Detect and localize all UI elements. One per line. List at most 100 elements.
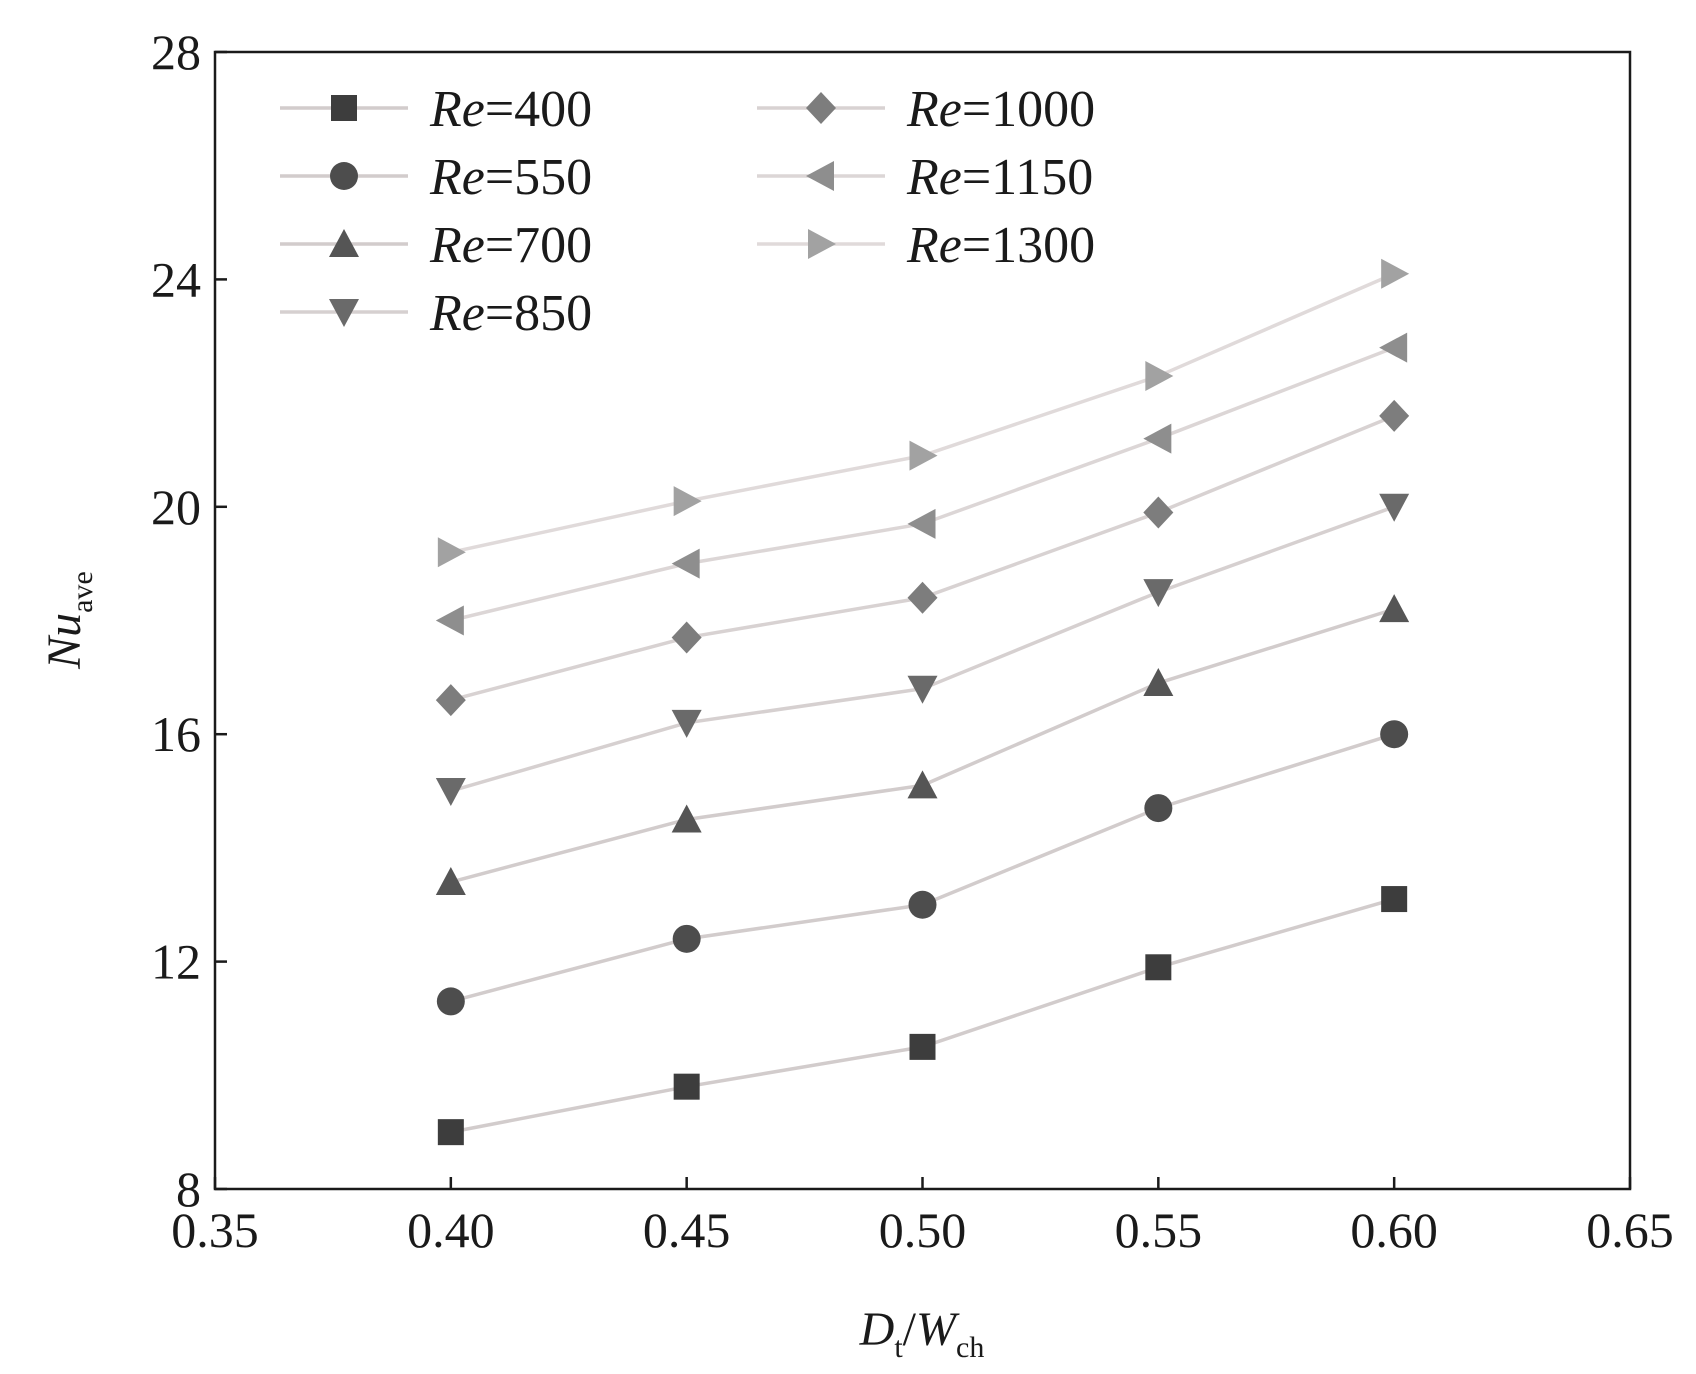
legend-item: Re=1150 <box>757 149 1093 206</box>
data-point <box>1143 496 1174 529</box>
y-axis: 8 12 16 20 24 28 <box>151 24 227 1217</box>
x-tick-label: 0.45 <box>643 1202 731 1258</box>
data-point <box>908 890 937 919</box>
series-Re=700 <box>435 594 1410 896</box>
y-tick-label: 24 <box>151 251 201 307</box>
y-axis-label: Nuave <box>38 571 99 670</box>
data-point <box>671 709 702 738</box>
x-axis: 0.35 0.40 0.45 0.50 0.55 0.60 0.65 <box>171 1177 1674 1258</box>
data-point <box>671 548 700 579</box>
legend-label: Re=850 <box>429 285 592 342</box>
data-point <box>1379 399 1410 432</box>
legend-marker <box>330 162 358 190</box>
legend-label: Re=1300 <box>906 217 1095 274</box>
legend-label: Re=1150 <box>906 149 1093 206</box>
series-Re=400 <box>437 886 1408 1146</box>
legend-label: Re=400 <box>429 81 592 138</box>
x-tick-label: 0.35 <box>171 1202 259 1258</box>
y-tick-label: 12 <box>151 934 201 990</box>
y-axis-label-main: Nu <box>38 613 91 670</box>
legend-marker <box>329 299 359 327</box>
data-point <box>1379 594 1410 623</box>
y-tick-label: 8 <box>176 1161 201 1217</box>
legend-label-italic: Re <box>429 81 485 138</box>
y-tick-label: 28 <box>151 24 201 80</box>
series-line <box>450 505 1395 793</box>
data-point <box>909 440 938 471</box>
data-point <box>435 605 464 636</box>
data-point <box>1143 579 1174 608</box>
legend-marker <box>329 229 359 257</box>
x-axis-label: Dt/Wch <box>859 1303 985 1364</box>
data-point <box>1145 954 1172 981</box>
data-point <box>1379 332 1408 363</box>
legend-label-italic: Re <box>429 285 485 342</box>
series-Re=850 <box>435 493 1410 807</box>
legend-item: Re=550 <box>280 149 592 206</box>
legend-label-rest: =1300 <box>962 217 1095 274</box>
legend-marker <box>806 92 836 124</box>
data-point <box>909 1033 936 1060</box>
data-point <box>907 675 938 704</box>
data-point <box>1143 423 1172 454</box>
legend-label-italic: Re <box>429 217 485 274</box>
x-axis-label-slash: / <box>903 1303 917 1356</box>
x-axis-label-sub2: ch <box>956 1331 984 1364</box>
x-tick-label: 0.55 <box>1115 1202 1203 1258</box>
legend-label-rest: =1150 <box>962 149 1093 206</box>
legend-label: Re=700 <box>429 217 592 274</box>
legend-label: Re=1000 <box>906 81 1095 138</box>
series-Re=550 <box>436 720 1409 1016</box>
data-point <box>435 684 466 717</box>
data-point <box>673 486 702 517</box>
x-tick-label: 0.40 <box>407 1202 495 1258</box>
legend-label-italic: Re <box>906 149 962 206</box>
series-Re=1150 <box>435 332 1408 636</box>
legend-label-rest: =400 <box>485 81 592 138</box>
legend-item: Re=400 <box>280 81 592 138</box>
data-point <box>1144 794 1173 823</box>
x-axis-label-main: D <box>859 1303 895 1356</box>
data-point <box>1381 258 1410 289</box>
series-line <box>450 272 1395 554</box>
legend-marker <box>331 95 357 121</box>
data-point <box>1143 668 1174 697</box>
data-point <box>435 778 466 807</box>
legend-label-italic: Re <box>906 217 962 274</box>
data-point <box>436 987 465 1016</box>
data-point <box>1145 361 1174 392</box>
x-axis-label-sub1: t <box>894 1331 903 1364</box>
x-tick-label: 0.60 <box>1350 1202 1438 1258</box>
legend-label-rest: =550 <box>485 149 592 206</box>
data-point <box>671 621 702 654</box>
legend-item: Re=1000 <box>757 81 1095 138</box>
legend-marker <box>808 229 836 259</box>
legend-item: Re=850 <box>280 285 592 342</box>
data-point <box>672 924 701 953</box>
legend-marker <box>806 161 834 191</box>
x-tick-label: 0.65 <box>1586 1202 1674 1258</box>
data-point <box>437 1119 464 1146</box>
data-point <box>1380 720 1409 749</box>
series-line <box>450 607 1395 884</box>
legend-label-rest: =1000 <box>962 81 1095 138</box>
series-line <box>450 897 1395 1134</box>
legend-label-italic: Re <box>429 149 485 206</box>
data-point <box>671 804 702 833</box>
data-point <box>437 537 466 568</box>
series-layer <box>435 258 1410 1146</box>
legend: Re=400Re=550Re=700Re=850Re=1000Re=1150Re… <box>280 81 1095 342</box>
data-point <box>907 770 938 799</box>
data-point <box>435 867 466 896</box>
x-tick-label: 0.50 <box>879 1202 967 1258</box>
x-axis-label-main2: W <box>916 1303 960 1356</box>
data-point <box>1381 886 1408 913</box>
y-tick-label: 16 <box>151 706 201 762</box>
series-line <box>450 345 1395 623</box>
data-point <box>907 508 936 539</box>
data-point <box>673 1073 700 1100</box>
series-Re=1300 <box>437 258 1410 568</box>
legend-label: Re=550 <box>429 149 592 206</box>
legend-item: Re=1300 <box>757 217 1095 274</box>
